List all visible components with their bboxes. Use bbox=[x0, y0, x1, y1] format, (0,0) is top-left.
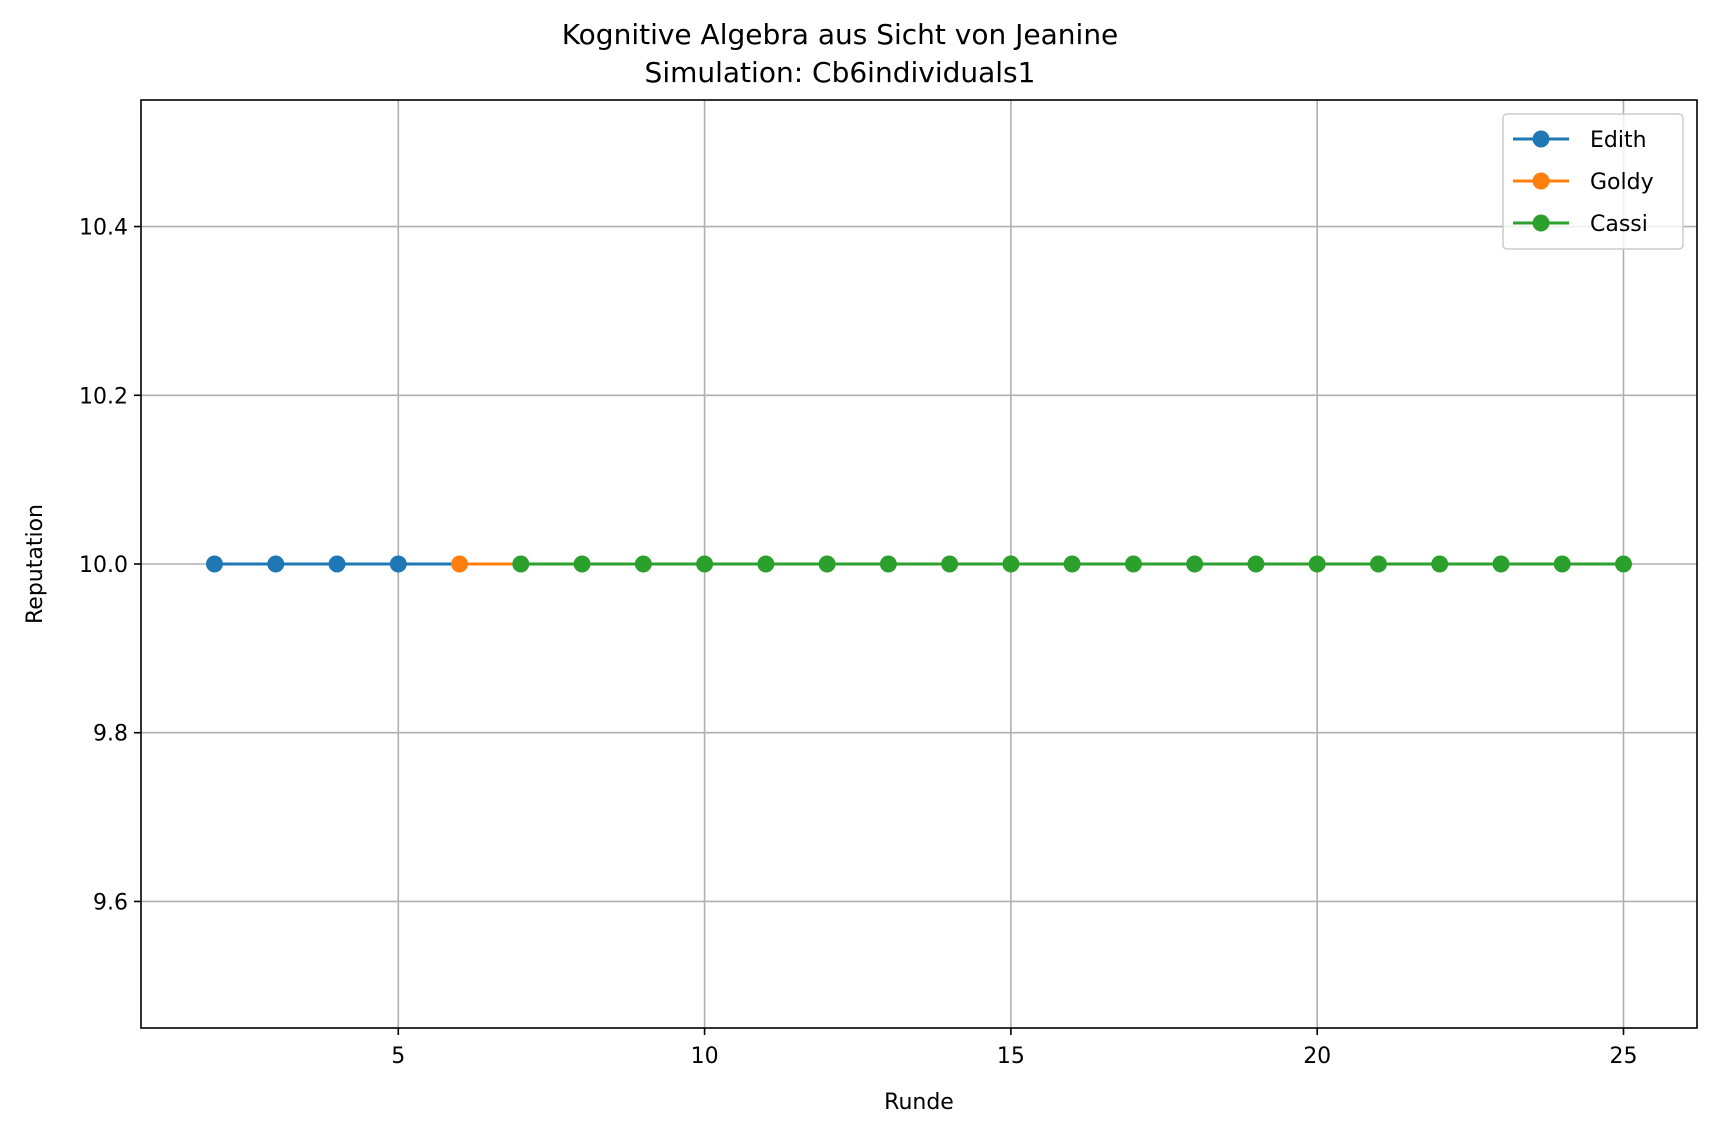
legend-marker-edith bbox=[1532, 130, 1550, 148]
data-point-cassi bbox=[1614, 555, 1632, 573]
y-tick-label: 9.8 bbox=[93, 722, 128, 747]
data-point-cassi bbox=[1308, 555, 1326, 573]
y-axis-label: Reputation bbox=[23, 504, 48, 624]
data-point-cassi bbox=[1247, 555, 1265, 573]
y-tick-label: 10.0 bbox=[79, 553, 128, 578]
legend-marker-cassi bbox=[1532, 214, 1550, 232]
legend: Edith Goldy Cassi bbox=[1502, 113, 1684, 250]
legend-box bbox=[1502, 113, 1684, 250]
data-point-cassi bbox=[757, 555, 775, 573]
data-point-cassi bbox=[573, 555, 591, 573]
data-point-cassi bbox=[818, 555, 836, 573]
data-point-cassi bbox=[941, 555, 959, 573]
y-tick-label: 10.4 bbox=[79, 216, 128, 241]
x-tick-label: 15 bbox=[997, 1044, 1025, 1069]
legend-label-goldy: Goldy bbox=[1590, 170, 1654, 195]
data-point-cassi bbox=[1431, 555, 1449, 573]
data-point-cassi bbox=[512, 555, 530, 573]
data-point-edith bbox=[206, 555, 224, 573]
data-point-cassi bbox=[1369, 555, 1387, 573]
data-point-edith bbox=[328, 555, 346, 573]
x-tick-label: 20 bbox=[1303, 1044, 1331, 1069]
data-point-edith bbox=[389, 555, 407, 573]
y-tick-label: 10.2 bbox=[79, 384, 128, 409]
legend-label-cassi: Cassi bbox=[1590, 212, 1648, 237]
data-point-edith bbox=[267, 555, 285, 573]
ticks: 5 10 15 20 25 9.6 9.8 10.0 10.2 10.4 bbox=[79, 216, 1637, 1069]
chart-subtitle: Simulation: Cb6individuals1 bbox=[645, 56, 1036, 89]
series-layer bbox=[206, 555, 1632, 573]
legend-label-edith: Edith bbox=[1590, 128, 1647, 153]
data-point-cassi bbox=[879, 555, 897, 573]
data-point-cassi bbox=[1186, 555, 1204, 573]
y-tick-label: 9.6 bbox=[93, 890, 128, 915]
data-point-cassi bbox=[1124, 555, 1142, 573]
data-point-cassi bbox=[696, 555, 714, 573]
x-tick-label: 5 bbox=[391, 1044, 405, 1069]
data-point-goldy bbox=[451, 555, 469, 573]
x-axis-label: Runde bbox=[884, 1090, 954, 1115]
data-point-cassi bbox=[1492, 555, 1510, 573]
x-tick-label: 10 bbox=[691, 1044, 719, 1069]
x-tick-label: 25 bbox=[1609, 1044, 1637, 1069]
data-point-cassi bbox=[634, 555, 652, 573]
data-point-cassi bbox=[1553, 555, 1571, 573]
legend-marker-goldy bbox=[1532, 172, 1550, 190]
data-point-cassi bbox=[1002, 555, 1020, 573]
chart-title: Kognitive Algebra aus Sicht von Jeanine bbox=[562, 18, 1119, 51]
data-point-cassi bbox=[1063, 555, 1081, 573]
